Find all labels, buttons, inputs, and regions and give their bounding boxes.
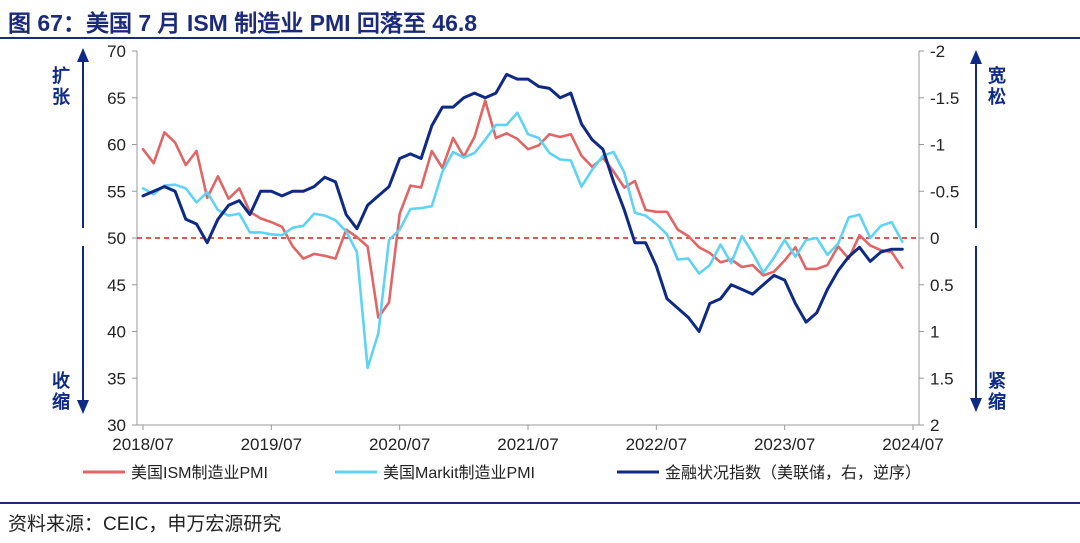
contraction-label-2: 缩 (52, 391, 70, 412)
expansion-arrow-head (77, 48, 89, 62)
left-tick-label: 55 (107, 182, 126, 201)
right-tick-label: -2 (930, 42, 945, 61)
right-tick-label: 0.5 (930, 276, 954, 295)
right-axis-indicators (970, 50, 982, 412)
legend: 美国ISM制造业PMI 美国Markit制造业PMI 金融状况指数（美联储，右，… (83, 464, 921, 482)
x-tick-label: 2023/07 (754, 435, 815, 454)
left-tick-label: 65 (107, 89, 126, 108)
x-tick-label: 2019/07 (241, 435, 302, 454)
easing-label-2: 松 (988, 86, 1006, 107)
expansion-label-1: 扩 (52, 65, 70, 86)
x-tick-label: 2020/07 (369, 435, 430, 454)
series-group (141, 72, 904, 370)
tightening-label-2: 缩 (988, 391, 1006, 412)
legend-label-fci: 金融状况指数（美联储，右，逆序） (665, 464, 921, 482)
title-rule (0, 37, 1080, 39)
chart-title: 图 67：美国 7 月 ISM 制造业 PMI 回落至 46.8 (8, 10, 478, 36)
right-tick-label: 1.5 (930, 369, 954, 388)
right-tick-label: 2 (930, 416, 939, 435)
x-tick-label: 2022/07 (626, 435, 687, 454)
source-note: 资料来源：CEIC，申万宏源研究 (8, 514, 282, 535)
footer-rule (0, 502, 1080, 504)
left-axis-indicators (77, 48, 89, 414)
left-tick-label: 60 (107, 136, 126, 155)
series-line-financial-conditions (141, 72, 904, 333)
easing-label-1: 宽 (988, 65, 1006, 86)
legend-label-markit: 美国Markit制造业PMI (383, 464, 535, 482)
left-tick-label: 30 (107, 416, 126, 435)
series-line-ism-pmi (141, 99, 904, 319)
contraction-label-1: 收 (52, 370, 70, 391)
left-tick-labels: 30 35 40 45 50 55 60 65 70 (107, 42, 137, 435)
x-tick-label: 2024/07 (882, 435, 943, 454)
left-tick-label: 35 (107, 369, 126, 388)
right-tick-label: 1 (930, 323, 939, 342)
x-tick-label: 2018/07 (112, 435, 173, 454)
right-tick-label: -0.5 (930, 182, 959, 201)
tightening-label-1: 紧 (988, 371, 1006, 391)
right-tick-label: -1.5 (930, 89, 959, 108)
right-tick-label: 0 (930, 229, 939, 248)
left-tick-label: 45 (107, 276, 126, 295)
right-tick-label: -1 (930, 136, 945, 155)
x-tick-labels: 2018/07 2019/07 2020/07 2021/07 2022/07 2023/… (112, 425, 944, 454)
expansion-label-2: 张 (52, 87, 71, 107)
left-tick-label: 40 (107, 323, 126, 342)
left-tick-label: 70 (107, 42, 126, 61)
x-tick-label: 2021/07 (497, 435, 558, 454)
legend-label-ism: 美国ISM制造业PMI (131, 464, 268, 482)
left-tick-label: 50 (107, 229, 126, 248)
easing-arrow-head (970, 50, 982, 64)
series-line-markit-pmi (141, 111, 904, 370)
tightening-arrow-head (970, 398, 982, 412)
contraction-arrow-head (77, 400, 89, 414)
right-tick-labels: -2 -1.5 -1 -0.5 0 0.5 1 1.5 2 (919, 42, 959, 435)
